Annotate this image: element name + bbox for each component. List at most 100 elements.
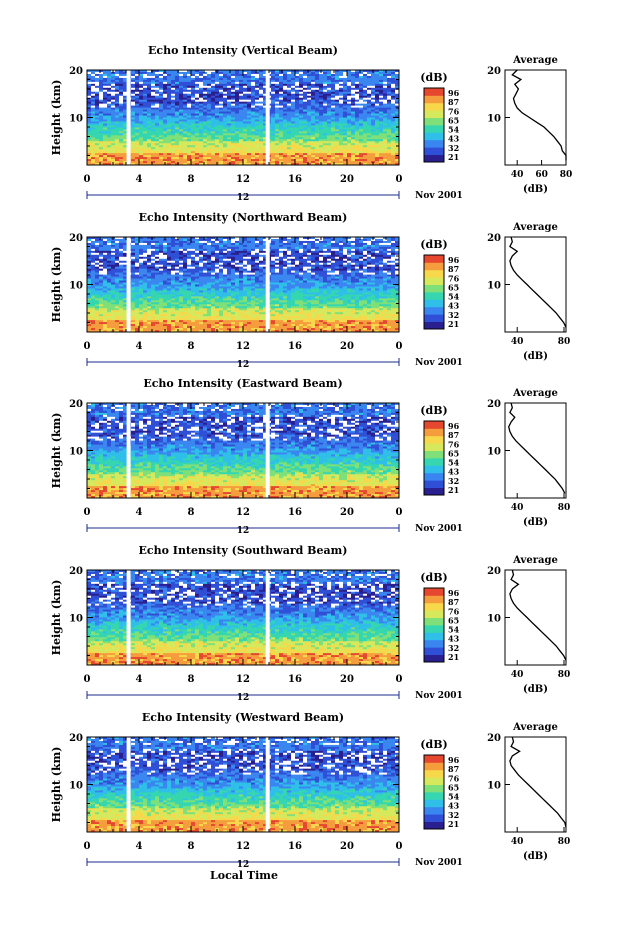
heatmap-cell	[371, 81, 376, 85]
heatmap-cell	[391, 252, 396, 256]
heatmap-cell	[227, 109, 232, 112]
heatmap-cell	[307, 93, 312, 97]
heatmap-cell	[347, 149, 352, 152]
heatmap-cell	[331, 139, 336, 142]
heatmap-cell	[235, 79, 240, 83]
heatmap-cell	[323, 119, 328, 122]
heatmap-cell	[347, 159, 352, 162]
heatmap-cell	[251, 83, 256, 87]
heatmap-cell	[87, 137, 92, 140]
heatmap-cell	[327, 95, 332, 99]
heatmap-cell	[335, 137, 340, 140]
heatmap-cell	[347, 145, 352, 148]
heatmap-cell	[375, 85, 380, 89]
heatmap-cell	[259, 147, 264, 150]
heatmap-cell	[263, 115, 268, 118]
heatmap-cell	[91, 240, 96, 244]
heatmap-cell	[263, 163, 268, 166]
heatmap-cell	[383, 107, 388, 110]
heatmap-cell	[363, 111, 368, 114]
heatmap-cell	[183, 264, 188, 267]
heatmap-cell	[159, 115, 164, 118]
heatmap-cell	[235, 258, 240, 262]
heatmap-cell	[395, 252, 400, 256]
heatmap-cell	[331, 133, 336, 136]
heatmap-cell	[323, 81, 328, 85]
heatmap-cell	[211, 77, 216, 81]
heatmap-cell	[235, 103, 240, 106]
heatmap-cell	[135, 151, 140, 154]
heatmap-cell	[371, 159, 376, 162]
heatmap-cell	[323, 139, 328, 142]
heatmap-cell	[383, 135, 388, 138]
heatmap-cell	[247, 244, 252, 248]
heatmap-cell	[275, 77, 280, 81]
heatmap-cell	[179, 117, 184, 120]
heatmap-cell	[359, 151, 364, 154]
heatmap-cell	[303, 238, 308, 242]
heatmap-cell	[231, 119, 236, 122]
heatmap-cell	[231, 129, 236, 132]
heatmap-cell	[367, 147, 372, 150]
heatmap-cell	[391, 147, 396, 150]
heatmap-cell	[119, 113, 124, 116]
heatmap-cell	[119, 70, 124, 73]
heatmap-cell	[135, 101, 140, 104]
heatmap-cell	[275, 137, 280, 140]
heatmap-cell	[295, 238, 300, 242]
heatmap-cell	[351, 79, 356, 83]
heatmap-cell	[99, 115, 104, 118]
heatmap-cell	[219, 83, 224, 87]
heatmap-cell	[151, 157, 156, 160]
heatmap-cell	[251, 109, 256, 112]
heatmap-cell	[119, 95, 124, 99]
heatmap-cell	[359, 121, 364, 124]
heatmap-cell	[295, 79, 300, 83]
heatmap-cell	[147, 115, 152, 118]
heatmap-cell	[167, 115, 172, 118]
heatmap-cell	[215, 143, 220, 146]
heatmap-cell	[111, 73, 116, 77]
heatmap-cell	[259, 111, 264, 114]
heatmap-cell	[287, 250, 292, 254]
heatmap-cell	[355, 258, 360, 262]
heatmap-cell	[375, 252, 380, 256]
heatmap-cell	[275, 250, 280, 254]
heatmap-cell	[259, 153, 264, 156]
heatmap-cell	[147, 145, 152, 148]
heatmap-cell	[231, 81, 236, 85]
heatmap-cell	[299, 238, 304, 242]
heatmap-cell	[99, 149, 104, 152]
heatmap-cell	[291, 237, 296, 240]
heatmap-cell	[107, 73, 112, 77]
heatmap-cell	[171, 153, 176, 156]
heatmap-cell	[255, 103, 260, 106]
heatmap-cell	[163, 157, 168, 160]
heatmap-cell	[243, 252, 248, 256]
heatmap-cell	[171, 105, 176, 108]
heatmap-cell	[295, 105, 300, 108]
heatmap-cell	[239, 145, 244, 148]
heatmap-cell	[339, 101, 344, 104]
heatmap-cell	[107, 103, 112, 106]
heatmap-cell	[119, 149, 124, 152]
heatmap-cell	[307, 111, 312, 114]
heatmap-cell	[159, 113, 164, 116]
heatmap-cell	[203, 79, 208, 83]
heatmap-cell	[319, 258, 324, 262]
heatmap-cell	[275, 111, 280, 114]
heatmap-cell	[231, 237, 236, 240]
heatmap-cell	[231, 256, 236, 260]
heatmap-cell	[151, 105, 156, 108]
heatmap-cell	[227, 254, 232, 258]
heatmap-cell	[311, 155, 316, 158]
heatmap-cell	[363, 105, 368, 108]
heatmap-cell	[131, 79, 136, 83]
heatmap-cell	[187, 139, 192, 142]
heatmap-cell	[115, 95, 120, 99]
heatmap-cell	[279, 153, 284, 156]
heatmap-cell	[219, 87, 224, 91]
heatmap-cell	[215, 141, 220, 144]
heatmap-cell	[107, 155, 112, 158]
heatmap-cell	[287, 242, 292, 246]
